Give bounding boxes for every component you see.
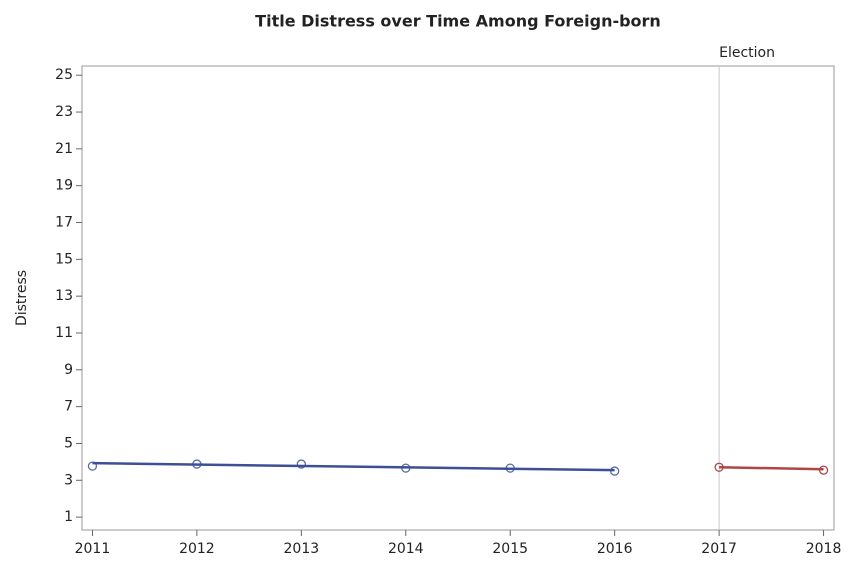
x-tick-label: 2016	[597, 541, 633, 557]
y-tick-label: 11	[55, 325, 73, 341]
y-tick-label: 5	[64, 435, 73, 451]
y-tick-label: 7	[64, 399, 73, 415]
y-axis-label: Distress	[14, 270, 30, 326]
y-tick-label: 15	[55, 251, 73, 267]
fit-line	[719, 465, 824, 471]
x-tick-label: 2011	[75, 541, 111, 557]
y-tick-label: 19	[55, 178, 73, 194]
reference-label: Election	[719, 45, 775, 61]
y-tick-label: 1	[64, 509, 73, 525]
data-point	[296, 459, 306, 469]
y-tick-label: 25	[55, 67, 73, 83]
x-tick-label: 2015	[492, 541, 528, 557]
y-tick-label: 21	[55, 141, 73, 157]
x-tick-label: 2013	[284, 541, 320, 557]
y-tick-label: 17	[55, 215, 73, 231]
x-tick-label: 2012	[179, 541, 215, 557]
chart-title: Title Distress over Time Among Foreign-b…	[255, 12, 661, 31]
plot-frame	[81, 65, 835, 531]
fit-line	[92, 461, 615, 472]
y-tick-label: 3	[64, 472, 73, 488]
data-point	[87, 461, 98, 471]
x-tick-label: 2018	[806, 541, 842, 557]
x-tick-label: 2014	[388, 541, 424, 557]
y-tick-label: 23	[55, 104, 73, 120]
y-tick-label: 13	[55, 288, 73, 304]
x-tick-label: 2017	[701, 541, 737, 557]
y-tick-label: 9	[64, 362, 73, 378]
